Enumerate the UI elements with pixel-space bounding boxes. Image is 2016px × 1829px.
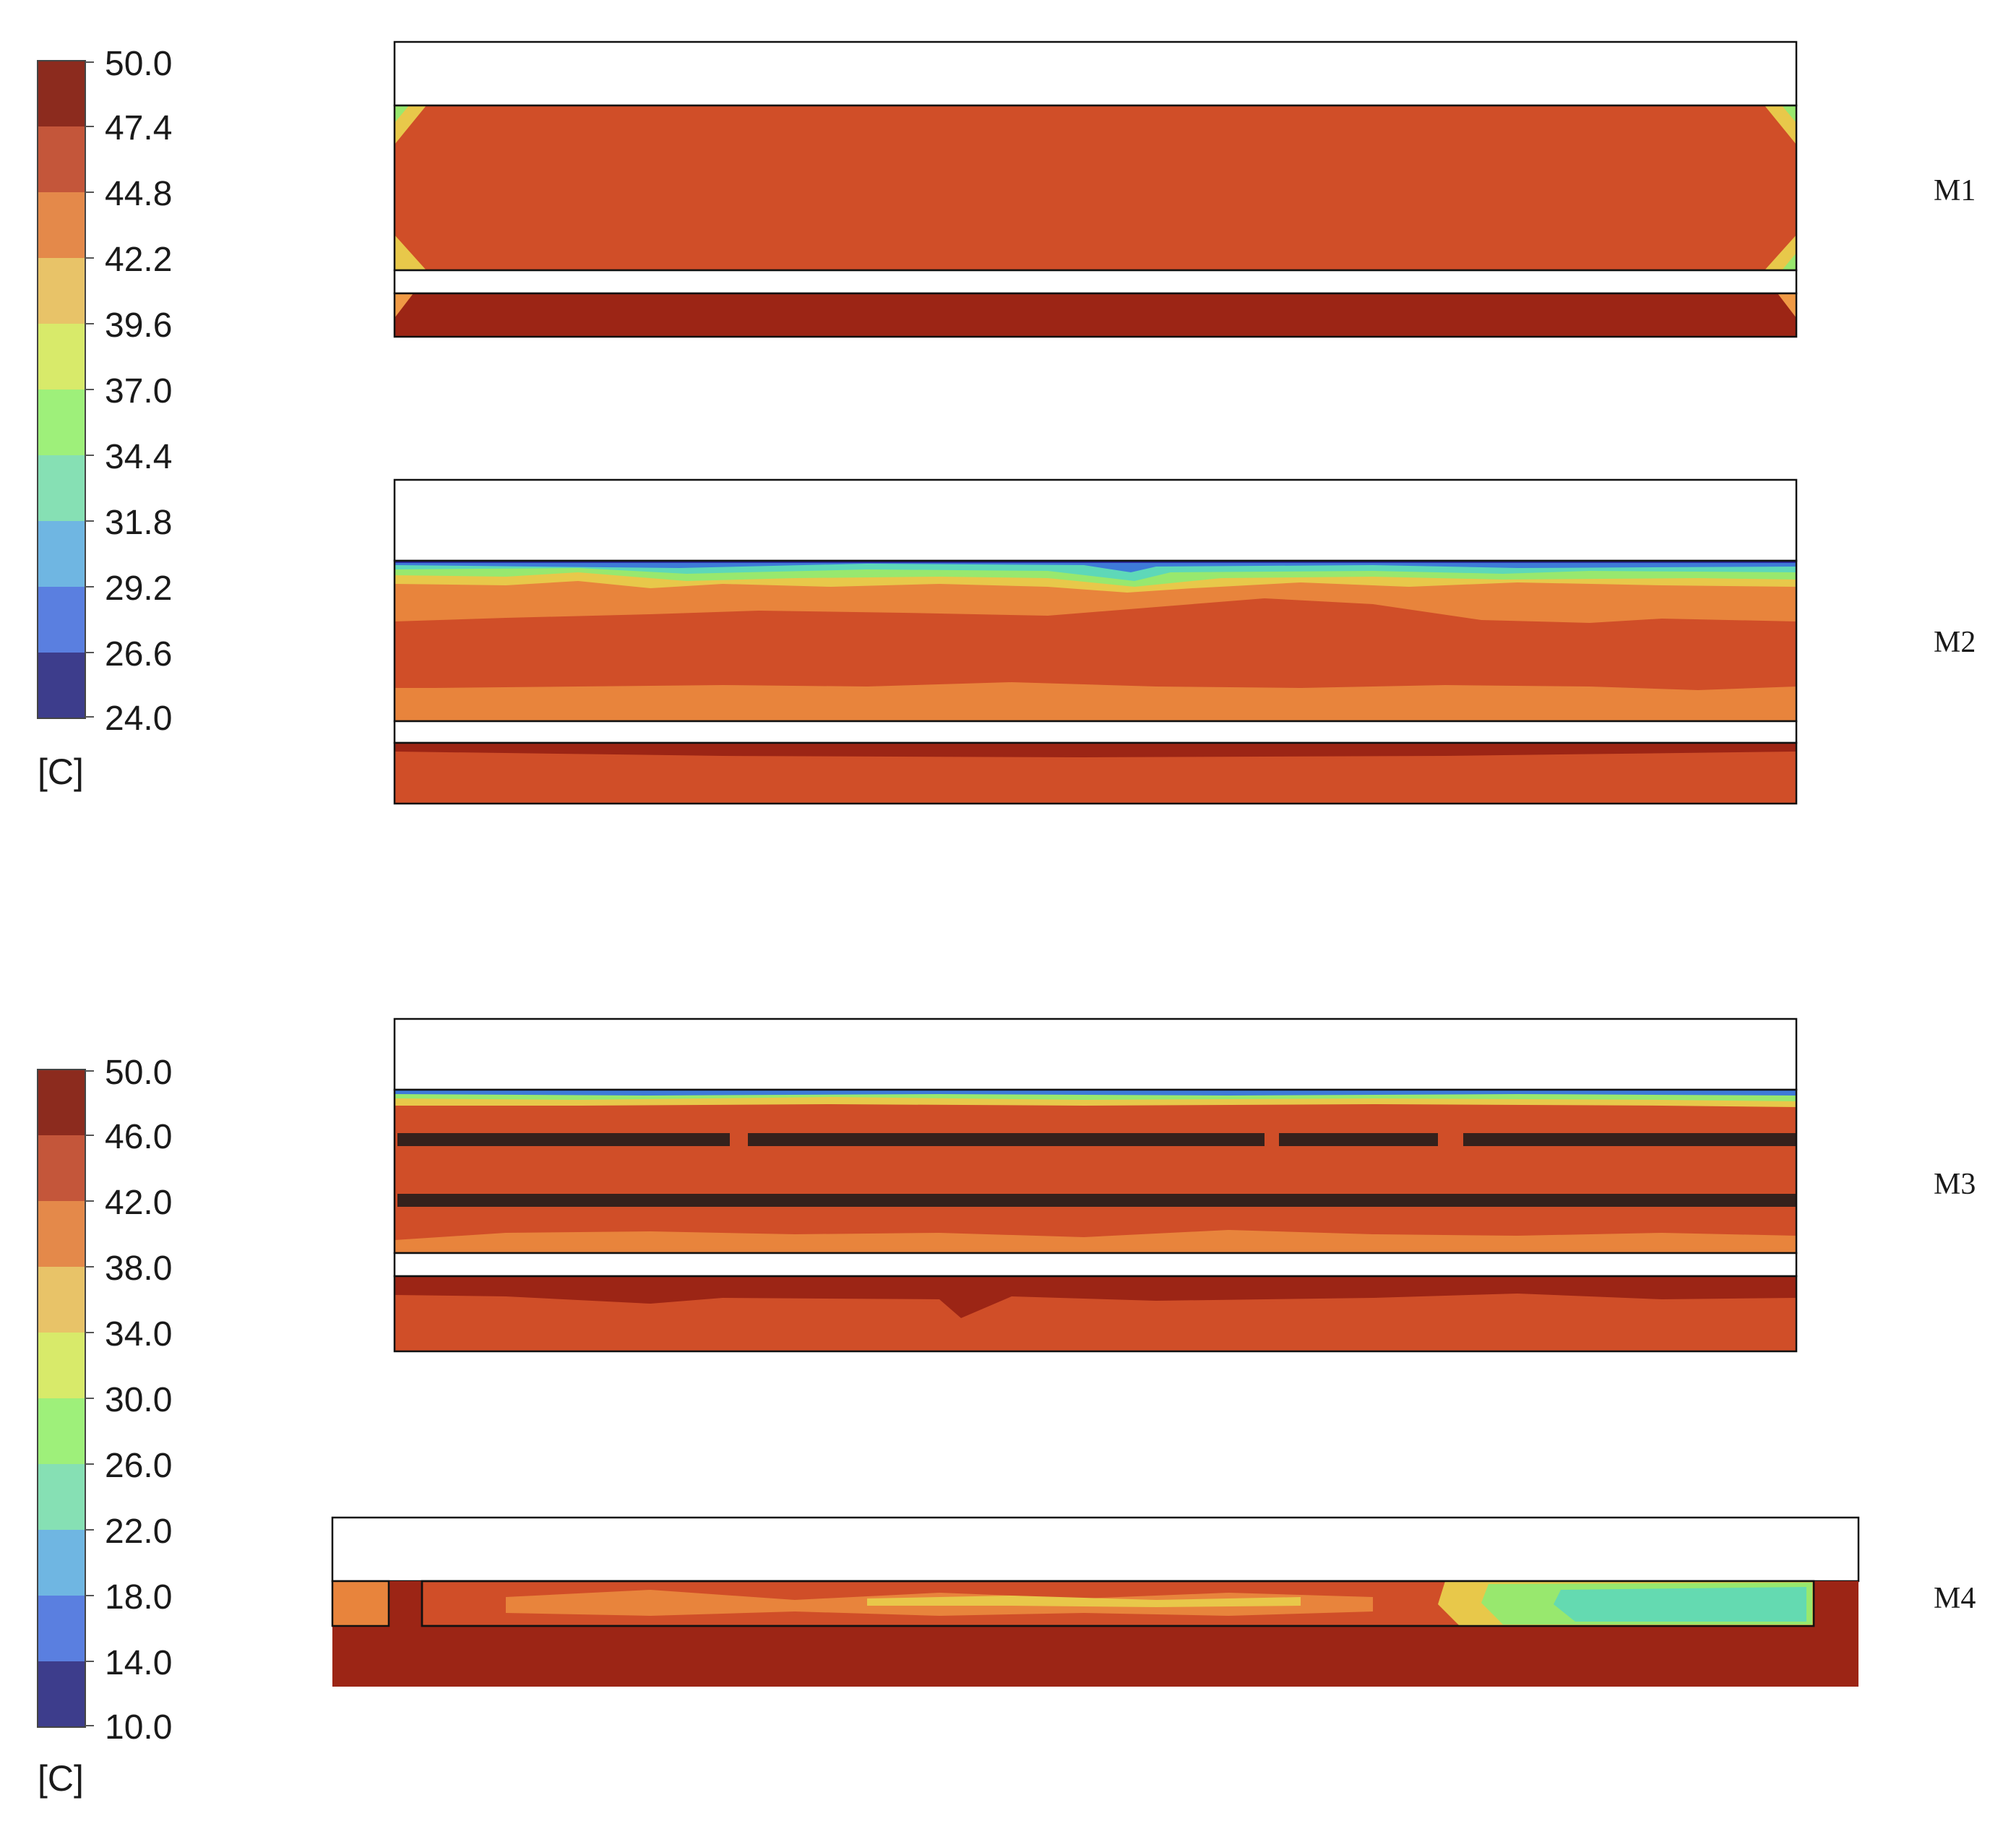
legend-bottom-tick-label: 38.0 bbox=[105, 1249, 172, 1288]
model-label-m1: M1 bbox=[1934, 174, 1976, 207]
legend-top-tick-label: 50.0 bbox=[105, 45, 172, 83]
model-label-m4: M4 bbox=[1934, 1582, 1976, 1615]
model-label-m3: M3 bbox=[1934, 1168, 1976, 1201]
m2-separator-strip bbox=[393, 720, 1798, 744]
m1-corner-cool-zone bbox=[1765, 235, 1796, 270]
legend-top-tick-label: 29.2 bbox=[105, 569, 172, 608]
contour-panel-m2: M2 bbox=[393, 478, 1976, 805]
legend-top-tick-label: 39.6 bbox=[105, 306, 172, 345]
contour-panel-m3: M3 bbox=[393, 1017, 1976, 1353]
m1-corner-cool-zone bbox=[395, 106, 426, 145]
legend-top: 50.0 47.4 44.8 42.2 39.6 37.0 34.4 31.8 … bbox=[37, 45, 172, 792]
m3-mesh-artifact-band bbox=[1463, 1133, 1796, 1146]
legend-bottom-tick-label: 18.0 bbox=[105, 1578, 172, 1617]
m2-top-blank-region bbox=[393, 478, 1798, 562]
contour-panel-m4: M4 bbox=[331, 1516, 1976, 1687]
legend-bottom-tick-label: 50.0 bbox=[105, 1054, 172, 1092]
m3-mesh-artifact-band bbox=[1279, 1133, 1438, 1146]
m2-hot-core-band bbox=[395, 598, 1796, 690]
legend-bottom-tick-label: 22.0 bbox=[105, 1512, 172, 1551]
m2-blue-top-band bbox=[395, 561, 1796, 572]
m1-corner-cool-zone bbox=[1782, 106, 1796, 123]
m3-mesh-artifact-band bbox=[397, 1133, 730, 1146]
m3-mesh-artifact-band bbox=[397, 1194, 1796, 1207]
legend-top-tick-label: 24.0 bbox=[105, 700, 172, 738]
legend-bottom-tick-label: 46.0 bbox=[105, 1118, 172, 1156]
legend-bottom-unit: [C] bbox=[38, 1758, 84, 1799]
legend-top-colorbar bbox=[37, 60, 86, 719]
m4-top-blank-region bbox=[331, 1516, 1860, 1583]
m1-bottom-region bbox=[395, 293, 1796, 337]
m3-top-blank-region bbox=[393, 1017, 1798, 1091]
m1-top-blank-region bbox=[393, 40, 1798, 107]
legend-top-tick-label: 42.2 bbox=[105, 241, 172, 279]
m1-main-region bbox=[395, 106, 1796, 270]
m3-warm-bottom-band bbox=[395, 1230, 1796, 1253]
legend-bottom-tick-label: 10.0 bbox=[105, 1708, 172, 1747]
legend-bottom-colorbar bbox=[37, 1069, 86, 1728]
legend-top-tick-label: 26.6 bbox=[105, 635, 172, 673]
m1-corner-cool-zone bbox=[395, 106, 409, 123]
legend-bottom-ticks bbox=[85, 1070, 94, 1726]
m1-corner-cool-zone bbox=[1782, 253, 1796, 270]
legend-bottom-tick-label: 14.0 bbox=[105, 1644, 172, 1682]
legend-bottom-tick-label: 42.0 bbox=[105, 1184, 172, 1222]
m3-mesh-artifact-band bbox=[748, 1133, 1265, 1146]
legend-bottom-tick-label: 34.0 bbox=[105, 1315, 172, 1354]
legend-top-tick-label: 34.4 bbox=[105, 438, 172, 476]
legend-top-tick-label: 31.8 bbox=[105, 504, 172, 542]
legend-bottom-tick-label: 30.0 bbox=[105, 1381, 172, 1419]
m1-corner-cool-zone bbox=[395, 235, 426, 270]
legend-top-tick-label: 44.8 bbox=[105, 175, 172, 213]
legend-bottom: 50.0 46.0 42.0 38.0 34.0 30.0 26.0 22.0 … bbox=[37, 1054, 172, 1799]
contour-panel-m1: M1 bbox=[393, 40, 1976, 338]
legend-top-tick-label: 37.0 bbox=[105, 372, 172, 410]
model-label-m2: M2 bbox=[1934, 626, 1976, 659]
legend-top-unit: [C] bbox=[38, 752, 84, 792]
m1-corner-cool-zone bbox=[1765, 106, 1796, 145]
m1-separator-strip bbox=[393, 269, 1798, 295]
m3-main-region bbox=[395, 1090, 1796, 1253]
legend-bottom-tick-label: 26.0 bbox=[105, 1447, 172, 1485]
legend-top-tick-label: 47.4 bbox=[105, 109, 172, 147]
m4-left-pocket bbox=[331, 1580, 390, 1627]
legend-top-ticks bbox=[85, 61, 94, 718]
m3-separator-strip bbox=[393, 1252, 1798, 1278]
